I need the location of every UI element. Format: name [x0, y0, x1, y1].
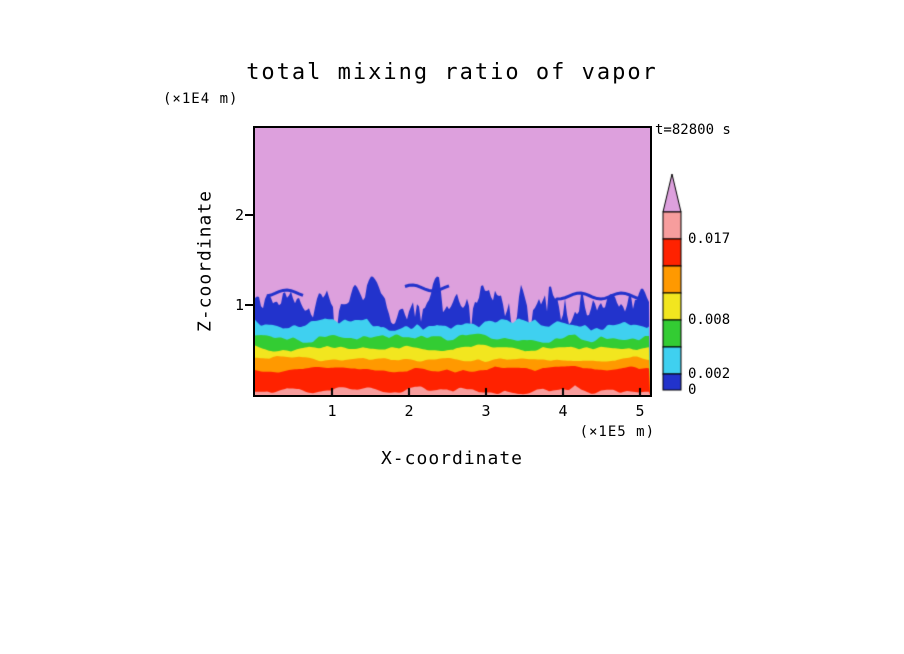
colorbar-level-label: 0	[688, 382, 697, 398]
x-tick-label: 4	[558, 402, 568, 420]
y-axis-title: Z-coordinate	[194, 189, 216, 333]
z-tick-label: 2	[234, 206, 244, 224]
x-axis-title: X-coordinate	[380, 448, 524, 469]
plot-area	[253, 126, 652, 397]
colorbar-level-label: 0.017	[688, 231, 731, 247]
x-tick-label: 2	[404, 402, 414, 420]
x-tick-label: 3	[481, 402, 491, 420]
y-axis-unit-label: (×1E4 m)	[163, 91, 239, 107]
colorbar-level-label: 0.008	[688, 312, 731, 328]
z-tick-label: 1	[234, 296, 244, 314]
colorbar	[659, 168, 689, 396]
z-tick-mark	[245, 304, 253, 306]
x-tick-label: 1	[327, 402, 337, 420]
colorbar-level-label: 0.002	[688, 366, 731, 382]
chart-title: total mixing ratio of vapor	[246, 60, 658, 85]
z-tick-mark	[245, 214, 253, 216]
contour-field-canvas	[255, 128, 650, 395]
x-tick-label: 5	[635, 402, 645, 420]
x-axis-unit-label: (×1E5 m)	[579, 424, 655, 440]
time-annotation: t=82800 s	[655, 122, 731, 138]
